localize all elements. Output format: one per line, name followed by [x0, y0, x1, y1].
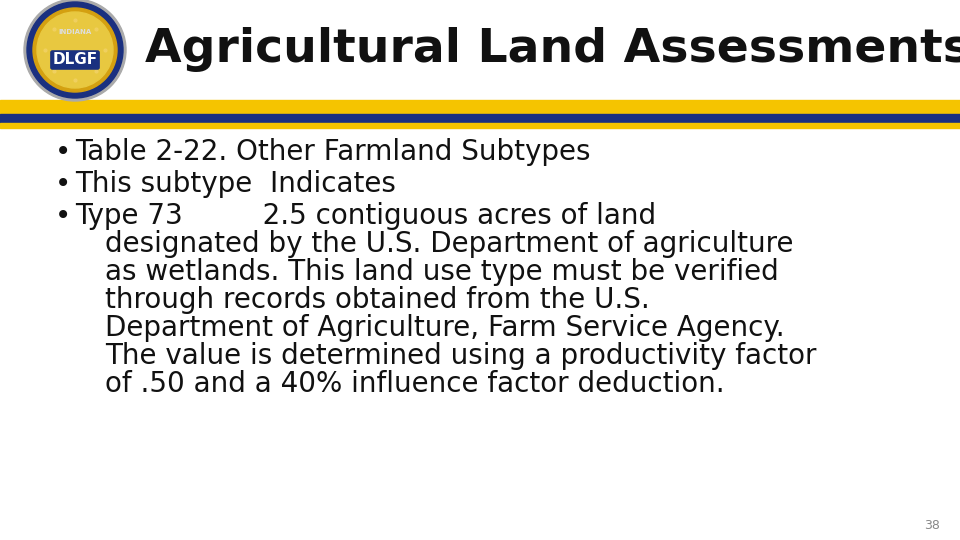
- Text: Agricultural Land Assessments: Agricultural Land Assessments: [145, 28, 960, 72]
- Bar: [0, 114, 960, 123]
- Bar: [0, 100, 960, 114]
- Text: The value is determined using a productivity factor: The value is determined using a producti…: [105, 342, 817, 370]
- Text: of .50 and a 40% influence factor deduction.: of .50 and a 40% influence factor deduct…: [105, 370, 725, 398]
- Text: 38: 38: [924, 519, 940, 532]
- Text: DLGF: DLGF: [53, 52, 98, 68]
- Text: Table 2‑22. Other Farmland Subtypes: Table 2‑22. Other Farmland Subtypes: [75, 138, 590, 166]
- Circle shape: [33, 8, 117, 92]
- Text: Type 73         2.5 contiguous acres of land: Type 73 2.5 contiguous acres of land: [75, 202, 656, 230]
- Text: as wetlands. This land use type must be verified: as wetlands. This land use type must be …: [105, 258, 779, 286]
- Text: •: •: [55, 138, 71, 166]
- Text: •: •: [55, 170, 71, 198]
- Bar: [0, 0, 960, 100]
- Text: through records obtained from the U.S.: through records obtained from the U.S.: [105, 286, 650, 314]
- Bar: [0, 123, 960, 128]
- Circle shape: [24, 0, 126, 101]
- Text: Department of Agriculture, Farm Service Agency.: Department of Agriculture, Farm Service …: [105, 314, 784, 342]
- Text: INDIANA: INDIANA: [59, 29, 91, 35]
- Text: •: •: [55, 202, 71, 230]
- Circle shape: [27, 2, 123, 98]
- Text: designated by the U.S. Department of agriculture: designated by the U.S. Department of agr…: [105, 230, 794, 258]
- Text: This subtype  Indicates: This subtype Indicates: [75, 170, 396, 198]
- Circle shape: [37, 12, 113, 88]
